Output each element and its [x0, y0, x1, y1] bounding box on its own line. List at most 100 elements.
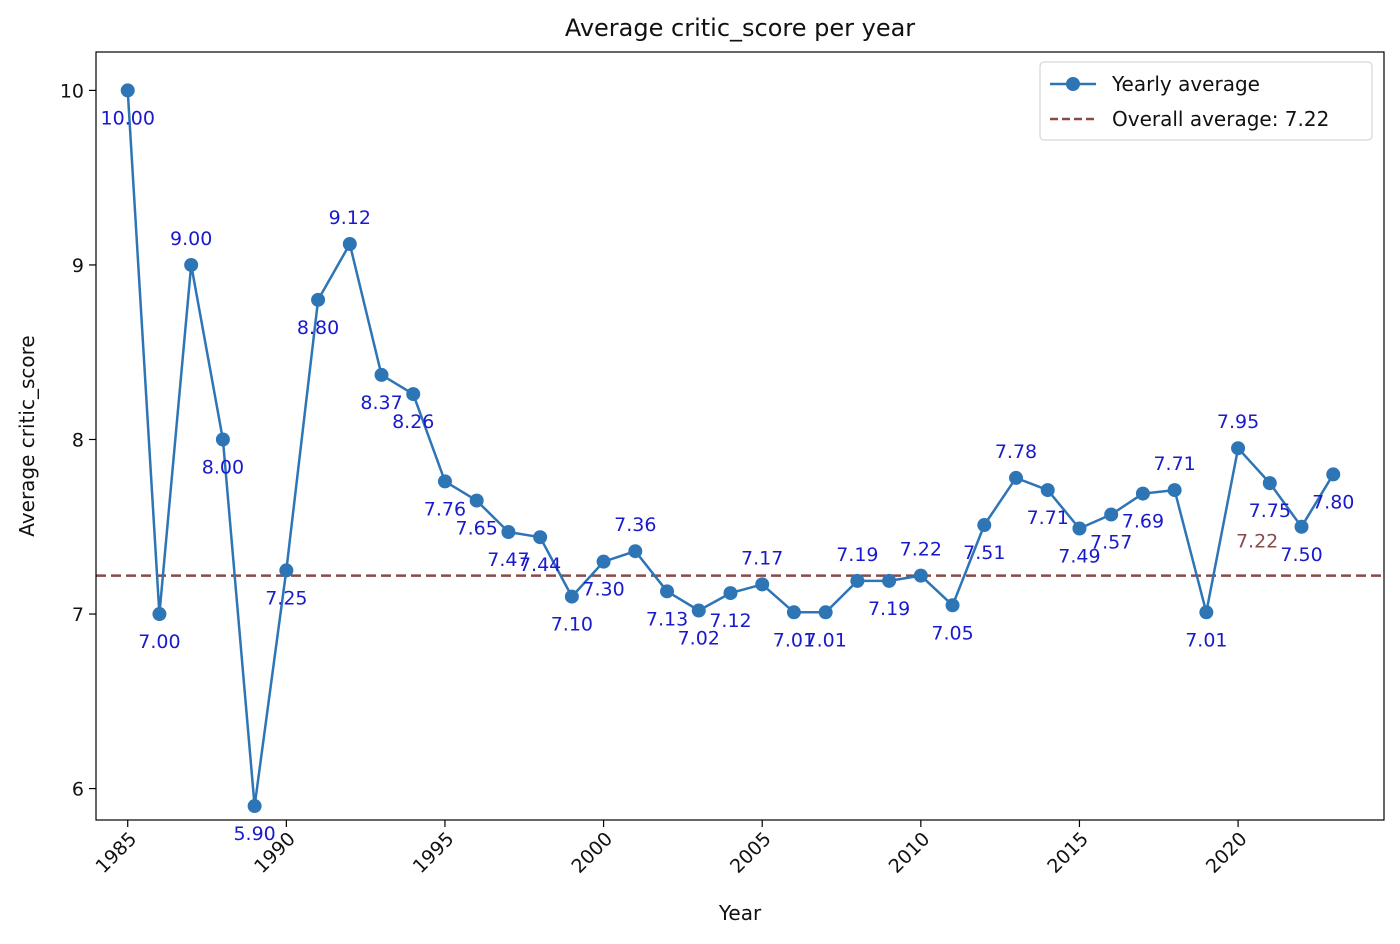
x-tick-label: 2015	[1043, 828, 1093, 878]
legend: Yearly average Overall average: 7.22	[1039, 61, 1373, 141]
data-point	[279, 563, 294, 578]
data-label: 7.49	[1058, 546, 1100, 568]
y-tick-label: 10	[60, 80, 84, 102]
data-point	[945, 598, 960, 613]
series-line	[126, 90, 1335, 808]
data-label: 7.10	[551, 614, 593, 636]
data-label: 8.80	[297, 317, 339, 339]
data-point	[1135, 486, 1150, 501]
data-label: 7.51	[963, 542, 1005, 564]
data-point	[596, 554, 611, 569]
data-label: 5.90	[233, 823, 275, 845]
x-tick-label: 2000	[567, 828, 617, 878]
chart-title: Average critic_score per year	[565, 14, 915, 42]
data-label: 7.69	[1122, 511, 1164, 533]
data-label: 7.71	[1153, 453, 1195, 475]
data-label: 7.47	[487, 549, 529, 571]
y-tick-label: 8	[72, 429, 84, 451]
data-label: 7.65	[456, 518, 498, 540]
data-point	[437, 474, 452, 489]
data-point	[1231, 441, 1246, 456]
data-label: 7.13	[646, 608, 688, 630]
data-point	[406, 387, 421, 402]
data-point	[1167, 483, 1182, 498]
data-point	[660, 584, 675, 599]
y-axis: 6 7 8 9 10	[60, 80, 96, 801]
data-label: 7.25	[265, 587, 307, 609]
data-point	[120, 83, 135, 98]
data-label: 7.22	[900, 539, 942, 561]
legend-series-marker	[1066, 77, 1080, 91]
legend-series-label: Yearly average	[1111, 72, 1260, 96]
data-point	[184, 257, 199, 272]
x-tick-label: 1985	[92, 828, 142, 878]
data-point	[1294, 519, 1309, 534]
data-point	[1199, 605, 1214, 620]
data-point	[755, 577, 770, 592]
data-label: 7.36	[614, 514, 656, 536]
data-label: 7.75	[1249, 500, 1291, 522]
data-point	[691, 603, 706, 618]
data-label: 7.44	[519, 554, 561, 576]
legend-average-label: Overall average: 7.22	[1112, 107, 1329, 131]
data-label: 8.00	[202, 456, 244, 478]
data-point	[1104, 507, 1119, 522]
plot-area: 10.00 7.00 9.00 8.00 5.90 7.25 8.80 9.12 8.378.2…	[96, 83, 1384, 845]
data-label: 9.00	[170, 228, 212, 250]
average-label: 7.22	[1236, 531, 1278, 553]
data-label: 10.00	[101, 107, 155, 129]
y-tick-label: 9	[72, 255, 84, 277]
data-label: 7.01	[773, 629, 815, 651]
data-point	[215, 432, 230, 447]
data-point	[1072, 521, 1087, 536]
data-point	[882, 573, 897, 588]
data-label: 7.76	[424, 498, 466, 520]
x-tick-label: 2005	[726, 828, 776, 878]
x-axis-label: Year	[718, 901, 762, 925]
y-tick-label: 6	[72, 779, 84, 801]
data-point	[850, 573, 865, 588]
data-point	[533, 530, 548, 545]
data-label: 7.01	[804, 629, 846, 651]
data-point	[628, 544, 643, 559]
data-point	[1326, 467, 1341, 482]
data-point	[977, 518, 992, 533]
data-label: 7.01	[1185, 629, 1227, 651]
data-label: 7.05	[931, 622, 973, 644]
data-label: 9.12	[329, 207, 371, 229]
data-point	[818, 605, 833, 620]
data-label: 7.30	[582, 579, 624, 601]
data-label: 7.71	[1027, 507, 1069, 529]
data-point	[1009, 470, 1023, 485]
plot-frame	[95, 51, 1385, 821]
data-label: 7.95	[1217, 411, 1259, 433]
data-label: 7.57	[1090, 532, 1132, 554]
data-point	[247, 799, 262, 814]
data-point	[564, 589, 579, 604]
x-tick-label: 2020	[1202, 828, 1252, 878]
data-point	[342, 237, 357, 251]
data-point	[1040, 483, 1055, 498]
data-label: 7.80	[1312, 491, 1354, 513]
y-axis-label: Average critic_score	[15, 335, 39, 536]
data-label: 7.19	[868, 598, 910, 620]
data-point	[152, 607, 167, 622]
data-label: 7.17	[741, 547, 783, 569]
data-point	[786, 605, 801, 620]
data-label: 7.00	[138, 631, 180, 653]
data-point	[913, 568, 928, 583]
data-label: 7.19	[836, 544, 878, 566]
data-label: 8.26	[392, 411, 434, 433]
y-tick-label: 7	[72, 604, 84, 626]
data-label: 7.02	[678, 628, 720, 650]
data-point	[501, 525, 516, 539]
data-label: 7.12	[709, 610, 751, 632]
x-tick-label: 1995	[409, 828, 459, 878]
x-tick-label: 2010	[885, 828, 935, 878]
data-label: 7.78	[995, 441, 1037, 463]
data-point	[311, 292, 326, 307]
legend-box	[1039, 61, 1373, 141]
data-point	[469, 493, 484, 508]
data-point	[723, 586, 738, 601]
